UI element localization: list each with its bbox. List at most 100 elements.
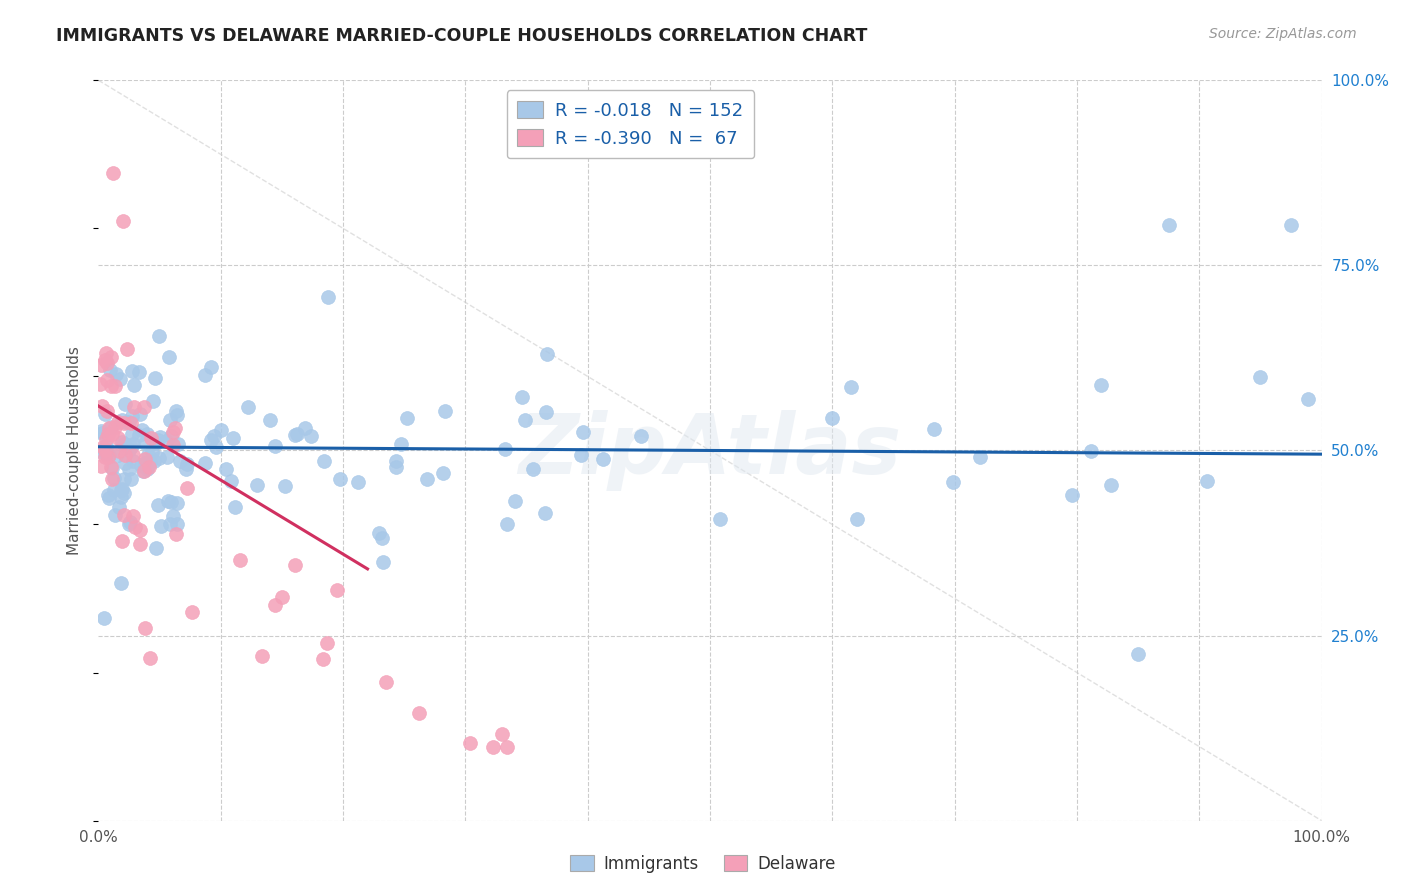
Point: [510, 390, 533, 404]
Point: [194, 456, 217, 470]
Point: [98, 491, 121, 505]
Point: [202, 429, 225, 443]
Point: [118, 462, 141, 476]
Point: [124, 520, 146, 534]
Point: [139, 431, 162, 445]
Point: [96, 356, 118, 370]
Point: [131, 423, 153, 437]
Point: [157, 350, 180, 364]
Point: [145, 541, 167, 555]
Point: [94, 352, 117, 367]
Point: [396, 410, 419, 425]
Point: [122, 436, 145, 450]
Point: [100, 460, 122, 475]
Point: [148, 433, 170, 447]
Point: [155, 434, 177, 449]
Point: [274, 479, 297, 493]
Point: [1157, 218, 1180, 232]
Point: [522, 462, 544, 476]
Point: [176, 462, 198, 476]
Point: [112, 508, 135, 522]
Point: [482, 739, 505, 754]
Point: [134, 464, 156, 478]
Point: [204, 440, 226, 454]
Point: [924, 422, 946, 436]
Point: [122, 453, 145, 467]
Point: [246, 478, 269, 492]
Point: [259, 413, 281, 427]
Point: [139, 650, 162, 665]
Point: [129, 537, 152, 551]
Point: [104, 449, 127, 463]
Point: [107, 431, 129, 445]
Point: [90, 459, 112, 474]
Point: [103, 471, 125, 485]
Point: [101, 472, 124, 486]
Point: [316, 636, 339, 650]
Point: [112, 437, 135, 451]
Point: [496, 739, 519, 754]
Point: [132, 400, 155, 414]
Point: [846, 512, 869, 526]
Point: [93, 611, 115, 625]
Point: [166, 496, 188, 510]
Point: [100, 350, 122, 364]
Point: [96, 373, 118, 387]
Point: [389, 437, 412, 451]
Point: [238, 400, 260, 414]
Point: [108, 444, 131, 458]
Point: [90, 425, 112, 439]
Point: [416, 472, 439, 486]
Point: [1296, 392, 1319, 406]
Point: [162, 508, 184, 523]
Point: [122, 401, 145, 415]
Point: [299, 429, 322, 443]
Legend: R = -0.018   N = 152, R = -0.390   N =  67: R = -0.018 N = 152, R = -0.390 N = 67: [506, 90, 755, 159]
Point: [1249, 370, 1271, 384]
Point: [458, 736, 481, 750]
Point: [104, 508, 127, 522]
Y-axis label: Married-couple Households: Married-couple Households: [67, 346, 83, 555]
Point: [121, 509, 143, 524]
Point: [1195, 474, 1218, 488]
Point: [159, 516, 181, 531]
Point: [368, 526, 391, 541]
Point: [104, 420, 127, 434]
Point: [110, 483, 132, 497]
Point: [111, 534, 134, 549]
Point: [224, 500, 246, 515]
Point: [120, 416, 142, 430]
Legend: Immigrants, Delaware: Immigrants, Delaware: [564, 848, 842, 880]
Point: [1090, 378, 1112, 392]
Point: [160, 495, 183, 509]
Point: [942, 475, 965, 489]
Point: [93, 407, 115, 421]
Point: [432, 466, 454, 480]
Point: [111, 482, 134, 496]
Point: [89, 376, 111, 391]
Point: [112, 486, 135, 500]
Point: [122, 448, 145, 462]
Point: [128, 427, 150, 442]
Point: [122, 377, 145, 392]
Point: [105, 367, 128, 381]
Point: [496, 517, 519, 532]
Point: [108, 500, 131, 515]
Point: [136, 458, 159, 472]
Point: [100, 379, 122, 393]
Point: [156, 450, 179, 464]
Point: [134, 621, 156, 635]
Point: [94, 442, 117, 457]
Point: [166, 408, 188, 422]
Point: [534, 506, 557, 520]
Point: [104, 378, 127, 392]
Point: [97, 449, 120, 463]
Point: [571, 425, 593, 439]
Point: [314, 454, 336, 468]
Point: [433, 404, 456, 418]
Point: [536, 347, 558, 361]
Point: [166, 516, 188, 531]
Point: [515, 412, 537, 426]
Text: Source: ZipAtlas.com: Source: ZipAtlas.com: [1209, 27, 1357, 41]
Point: [110, 490, 132, 504]
